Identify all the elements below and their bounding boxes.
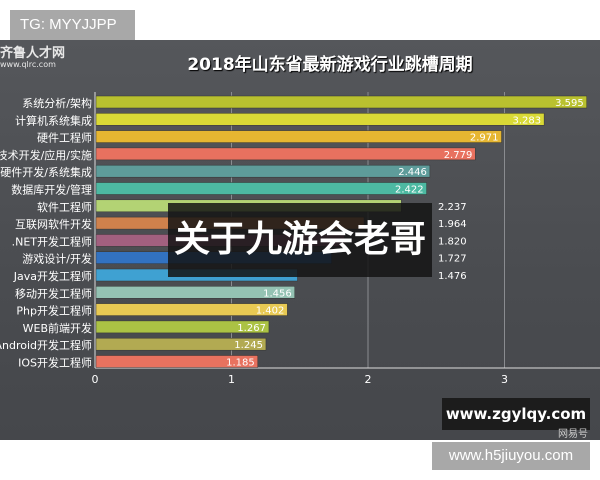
watermark-source: 网易号 [558, 429, 588, 440]
category-label: WEB前端开发 [23, 321, 92, 335]
tg-label: TG: MYYJJPP [10, 10, 135, 40]
category-label: Php开发工程师 [16, 304, 92, 318]
x-tick-label: 2 [365, 373, 372, 386]
data-label: 2.237 [438, 202, 467, 213]
bar [95, 355, 259, 368]
data-label: 1.402 [256, 306, 285, 317]
data-label: 2.446 [398, 167, 427, 178]
bar [95, 164, 431, 178]
category-label: 互联网软件开发 [15, 217, 92, 231]
data-label: 1.964 [438, 219, 467, 230]
watermark-site: www.zgylqy.com [442, 398, 590, 430]
chart-title: 2018年山东省最新游戏行业跳槽周期 [187, 55, 473, 75]
bar [95, 320, 270, 334]
data-label: 1.727 [438, 254, 467, 265]
x-tick-label: 1 [228, 373, 235, 386]
category-label: Java开发工程师 [13, 269, 92, 283]
bar [95, 303, 288, 316]
bar [95, 182, 427, 195]
category-label: 软件工程师 [37, 200, 92, 214]
logo: 齐鲁人才网 www.qlrc.com [0, 46, 66, 70]
bar [95, 286, 295, 299]
category-label: 技术开发/应用/实施 [0, 148, 92, 162]
data-label: 1.245 [234, 340, 263, 351]
bar [95, 113, 545, 126]
data-label: 1.476 [438, 271, 467, 282]
data-label: 1.267 [237, 323, 266, 334]
bar [95, 337, 267, 351]
category-label: .NET开发工程师 [12, 234, 92, 248]
data-label: 2.779 [444, 150, 473, 161]
data-label: 3.595 [555, 98, 584, 109]
data-label: 1.185 [226, 358, 255, 369]
x-tick-label: 3 [501, 373, 508, 386]
category-label: 计算机系统集成 [15, 113, 92, 127]
overlay-banner: 关于九游会老哥 [168, 203, 432, 277]
category-label: Android开发工程师 [0, 338, 92, 352]
bar [95, 147, 476, 161]
bar [95, 130, 502, 143]
footer-site: www.h5jiuyou.com [432, 442, 590, 470]
data-label: 3.283 [512, 115, 541, 126]
x-tick-label: 0 [92, 373, 99, 386]
data-label: 1.820 [438, 236, 467, 247]
category-label: 数据库开发/管理 [11, 183, 92, 197]
data-label: 1.456 [263, 288, 292, 299]
category-label: IOS开发工程师 [18, 356, 92, 370]
logo-url: www.qlrc.com [0, 60, 56, 69]
data-label: 2.422 [395, 185, 424, 196]
category-label: 硬件开发/系统集成 [0, 165, 92, 179]
data-label: 2.971 [470, 133, 499, 144]
category-label: 硬件工程师 [37, 132, 92, 145]
category-label: 系统分析/架构 [22, 96, 92, 110]
category-label: 游戏设计/开发 [22, 252, 92, 266]
category-label: 移动开发工程师 [15, 286, 92, 300]
bar [95, 95, 587, 109]
logo-name: 齐鲁人才网 [0, 46, 66, 61]
